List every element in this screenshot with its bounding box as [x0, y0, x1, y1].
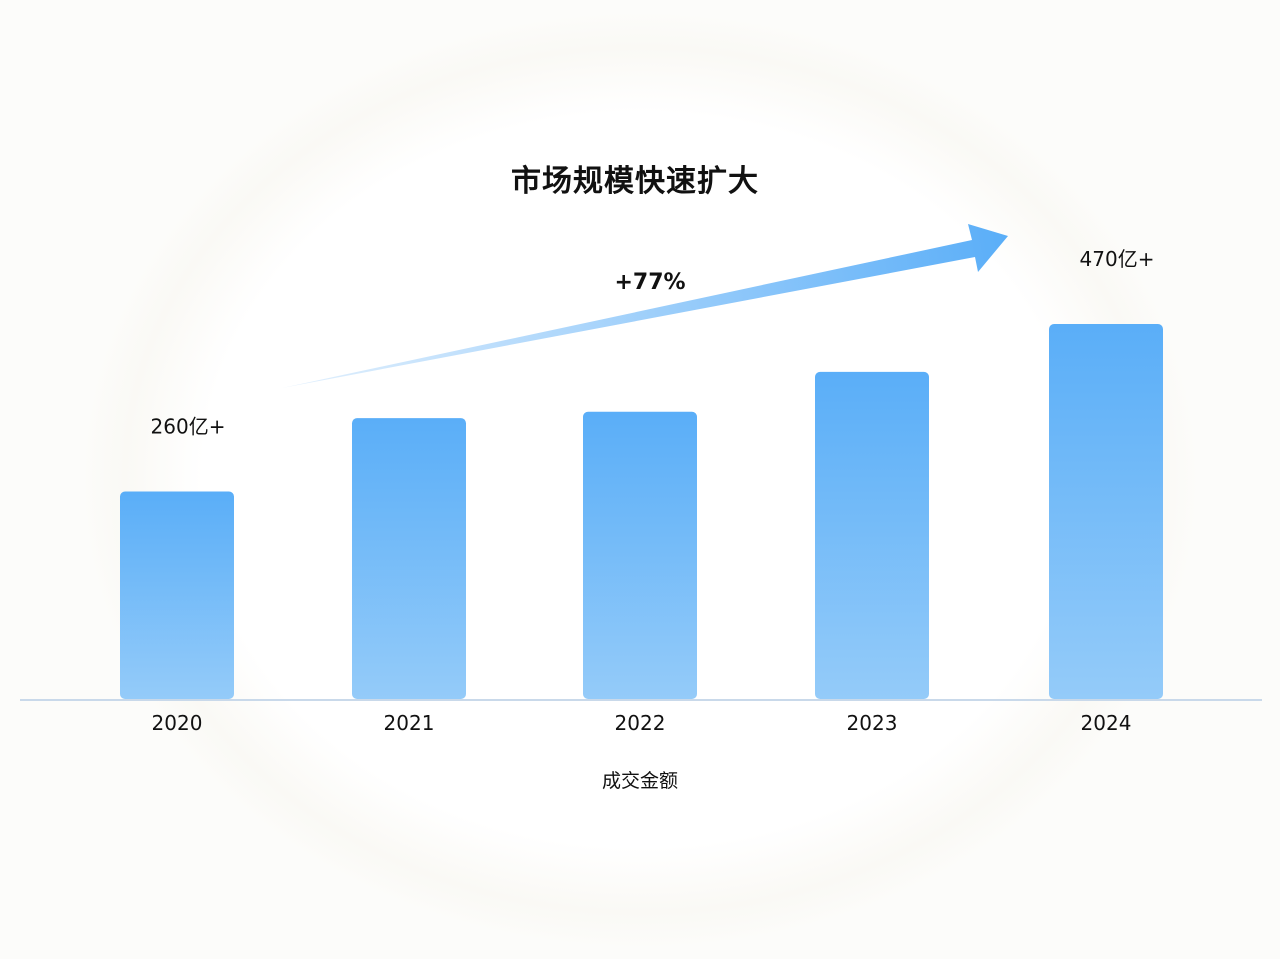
bar-2023	[815, 371, 929, 699]
x-axis-title: 成交金额	[601, 770, 678, 792]
bar-2020	[120, 491, 234, 699]
bar-2024	[1049, 324, 1163, 699]
bar-2021	[352, 418, 466, 699]
growth-arrow-icon	[282, 224, 1008, 388]
data-label-2024: 470亿+	[1080, 247, 1155, 271]
data-label-2020: 260亿+	[151, 415, 226, 439]
data-labels: 260亿+ 470亿+	[151, 247, 1155, 439]
growth-annotation: +77%	[614, 270, 686, 295]
chart-title: 市场规模快速扩大	[511, 164, 759, 199]
x-tick-label-2022: 2022	[615, 711, 666, 735]
x-tick-label-2021: 2021	[384, 711, 435, 735]
bars-group	[120, 324, 1163, 699]
bar-2022	[583, 411, 697, 699]
x-tick-label-2024: 2024	[1081, 711, 1132, 735]
x-tick-labels: 2020 2021 2022 2023 2024	[152, 711, 1132, 735]
x-tick-label-2020: 2020	[152, 711, 203, 735]
x-tick-label-2023: 2023	[847, 711, 898, 735]
